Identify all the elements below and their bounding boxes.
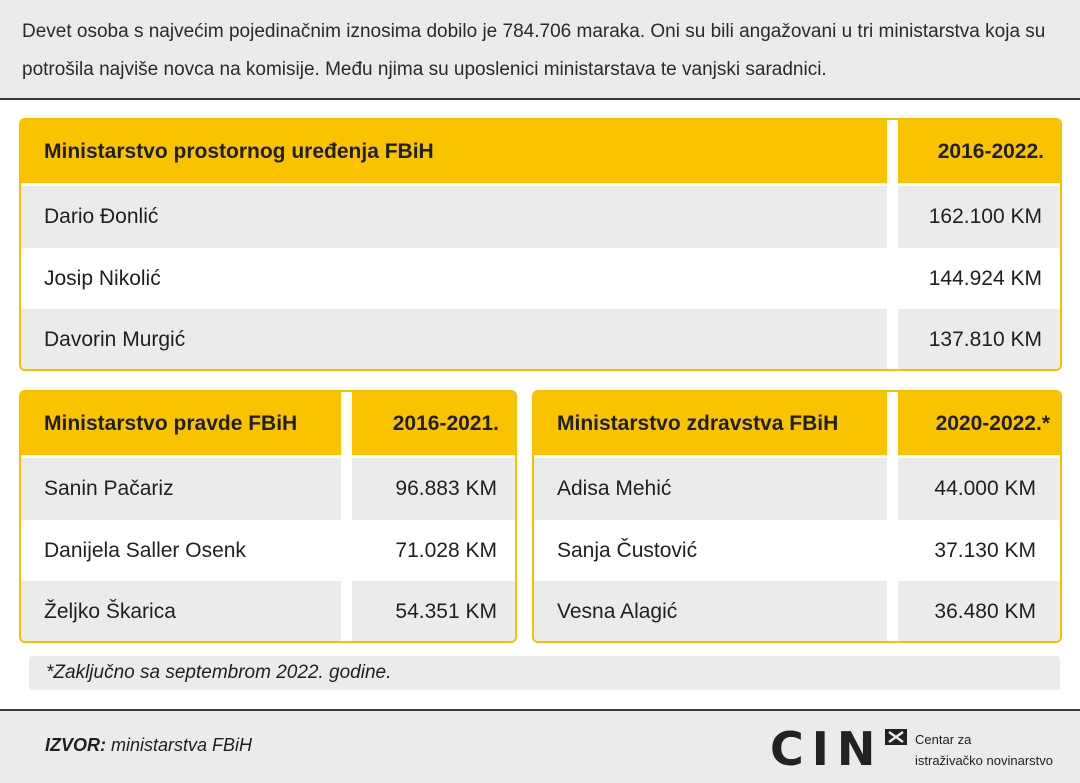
table-row: Davorin Murgić 137.810 KM (21, 309, 1060, 369)
person-name: Dario Đonlić (21, 186, 887, 248)
footer: IZVOR: ministarstva FBiH CIN Centar za i… (0, 709, 1080, 783)
person-name: Sanin Pačariz (21, 458, 341, 520)
period-label: 2016-2022. (898, 120, 1060, 183)
table-row: Vesna Alagić 36.480 KM (534, 581, 1060, 641)
amount-value: 54.351 KM (352, 581, 515, 641)
person-name: Josip Nikolić (44, 266, 161, 290)
table-row: Sanja Čustović 37.130 KM (534, 520, 1060, 581)
table-header: Ministarstvo prostornog uređenja FBiH 20… (21, 120, 1060, 183)
table-header: Ministarstvo zdravstva FBiH 2020-2022.* (534, 392, 1060, 455)
intro-text: Devet osoba s najvećim pojedinačnim izno… (0, 0, 1080, 100)
person-name: Vesna Alagić (534, 581, 887, 641)
table-row: Danijela Saller Osenk 71.028 KM (21, 520, 515, 581)
period-label: 2016-2021. (352, 392, 515, 455)
table-row: Dario Đonlić 162.100 KM (21, 186, 1060, 248)
table-row: Sanin Pačariz 96.883 KM (21, 458, 515, 520)
source-label: IZVOR: (45, 735, 106, 755)
person-name: Danijela Saller Osenk (44, 538, 246, 562)
amount-value: 71.028 KM (395, 538, 497, 562)
ministry-title: Ministarstvo prostornog uređenja FBiH (21, 120, 887, 183)
cin-logo: CIN (770, 722, 908, 776)
amount-value: 144.924 KM (928, 266, 1042, 290)
amount-value: 137.810 KM (898, 309, 1060, 369)
table-zdravstva: Ministarstvo zdravstva FBiH 2020-2022.* … (532, 390, 1062, 643)
source-line: IZVOR: ministarstva FBiH (45, 735, 252, 756)
footnote: *Zaključno sa septembrom 2022. godine. (29, 656, 1060, 690)
source-text: ministarstva FBiH (106, 735, 253, 755)
logo-tagline-line1: Centar za (915, 732, 972, 747)
person-name: Sanja Čustović (557, 538, 698, 562)
table-row: Željko Škarica 54.351 KM (21, 581, 515, 641)
amount-value: 36.480 KM (898, 581, 1060, 641)
period-label: 2020-2022.* (898, 392, 1060, 455)
table-header: Ministarstvo pravde FBiH 2016-2021. (21, 392, 515, 455)
ministry-title: Ministarstvo pravde FBiH (21, 392, 341, 455)
logo-tagline: Centar za istraživačko novinarstvo (915, 729, 1053, 771)
person-name: Adisa Mehić (534, 458, 887, 520)
amount-value: 96.883 KM (352, 458, 515, 520)
logo-tagline-line2: istraživačko novinarstvo (915, 753, 1053, 768)
amount-value: 162.100 KM (898, 186, 1060, 248)
table-pravde: Ministarstvo pravde FBiH 2016-2021. Sani… (19, 390, 517, 643)
cin-x-mark-icon (885, 729, 908, 745)
person-name: Željko Škarica (21, 581, 341, 641)
logo-text: CIN (770, 722, 884, 776)
table-row: Adisa Mehić 44.000 KM (534, 458, 1060, 520)
table-prostorno-uredjenje: Ministarstvo prostornog uređenja FBiH 20… (19, 118, 1062, 371)
ministry-title: Ministarstvo zdravstva FBiH (534, 392, 887, 455)
person-name: Davorin Murgić (21, 309, 887, 369)
table-row: Josip Nikolić 144.924 KM (21, 248, 1060, 309)
amount-value: 44.000 KM (898, 458, 1060, 520)
amount-value: 37.130 KM (934, 538, 1036, 562)
